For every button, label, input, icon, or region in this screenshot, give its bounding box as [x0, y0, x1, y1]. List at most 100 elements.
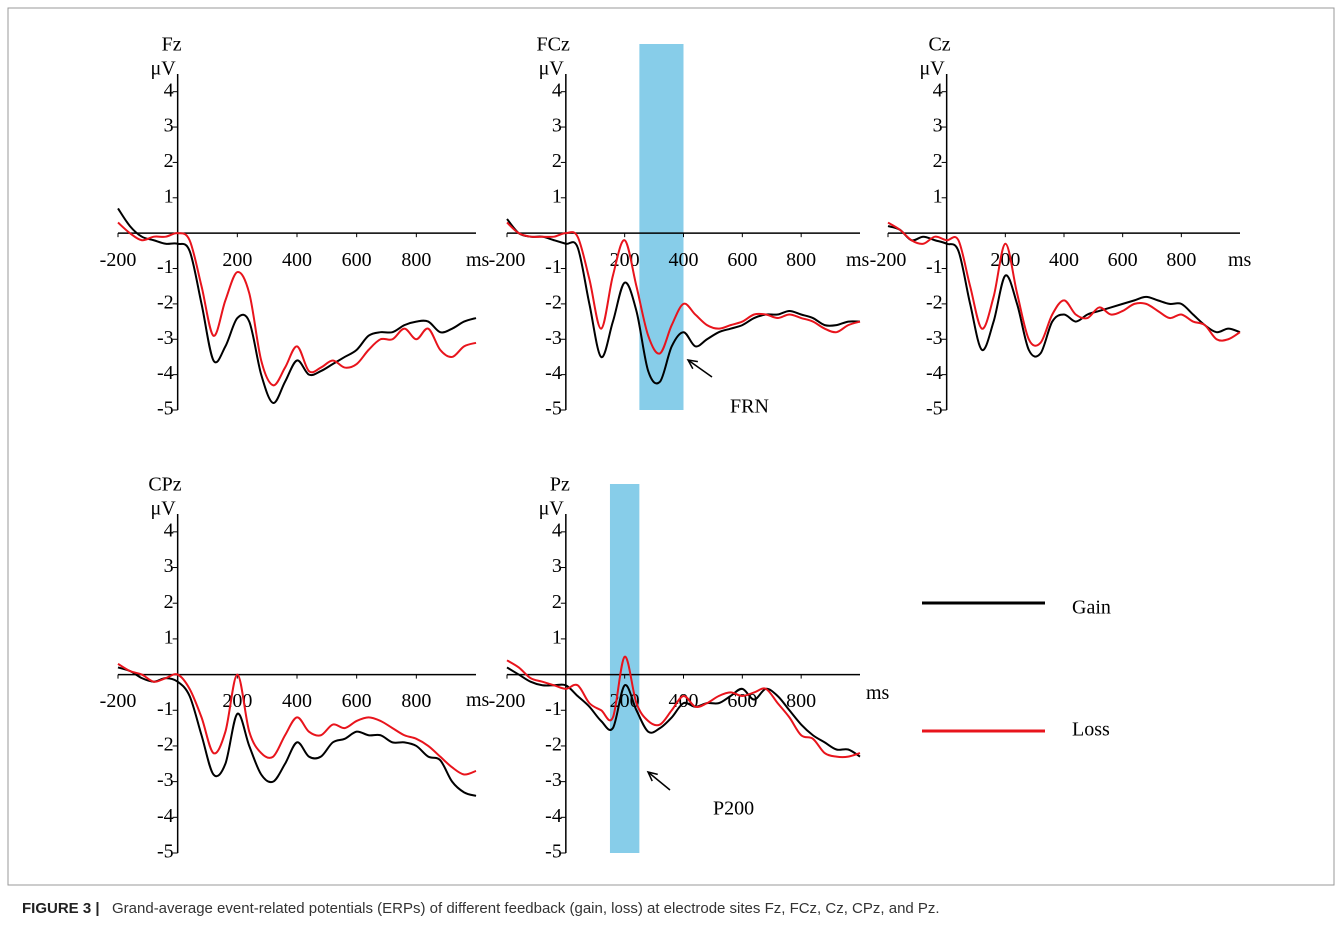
- erp-line: [117, 663, 477, 776]
- legend-label: Loss: [1072, 719, 1110, 741]
- y-tick-label: -1: [157, 698, 174, 720]
- x-tick-label: 800: [1166, 249, 1196, 271]
- annotation-arrow: [687, 359, 713, 378]
- x-tick-label: 600: [342, 690, 372, 712]
- y-tick-label: -4: [545, 805, 562, 827]
- erp-line: [887, 221, 1241, 347]
- y-tick-label: 2: [552, 150, 562, 172]
- caption-text: Grand-average event-related potentials (…: [112, 900, 940, 917]
- y-tick-label: 1: [552, 185, 562, 207]
- x-tick-label: 400: [669, 690, 699, 712]
- y-tick-label: 3: [164, 115, 174, 137]
- x-tick-label: 400: [282, 249, 312, 271]
- annotation-arrow: [647, 771, 671, 791]
- y-tick-label: 2: [933, 150, 943, 172]
- y-tick-label: -3: [157, 769, 174, 791]
- y-tick-label: -4: [157, 362, 174, 384]
- x-tick-label: 400: [1049, 249, 1079, 271]
- x-tick-label: 600: [1108, 249, 1138, 271]
- x-axis-label: ms: [466, 689, 490, 711]
- y-tick-label: 3: [552, 555, 562, 577]
- x-tick-label: 800: [786, 690, 816, 712]
- y-tick-label: -4: [926, 362, 943, 384]
- x-tick-label: 800: [401, 249, 431, 271]
- y-tick-label: -2: [157, 291, 174, 313]
- panel-title: FCz: [536, 34, 569, 56]
- y-tick-label: 2: [164, 150, 174, 172]
- y-tick-label: 1: [164, 185, 174, 207]
- erp-line: [117, 207, 477, 404]
- y-tick-label: -5: [545, 841, 562, 863]
- y-tick-label: -4: [545, 362, 562, 384]
- y-tick-label: -5: [157, 841, 174, 863]
- y-axis-label: μV: [539, 498, 565, 520]
- y-tick-label: -3: [926, 327, 943, 349]
- x-axis-label: ms: [1228, 249, 1252, 271]
- x-tick-label: -200: [489, 690, 526, 712]
- y-tick-label: -3: [545, 327, 562, 349]
- x-tick-label: 400: [282, 690, 312, 712]
- annotation: FRN: [730, 396, 769, 418]
- y-axis-label: μV: [539, 58, 565, 80]
- y-tick-label: -2: [545, 291, 562, 313]
- y-tick-label: 4: [164, 79, 174, 101]
- y-tick-label: -1: [926, 256, 943, 278]
- y-tick-label: -5: [926, 398, 943, 420]
- y-tick-label: 3: [164, 555, 174, 577]
- y-tick-label: 1: [552, 626, 562, 648]
- erp-line: [506, 655, 861, 759]
- y-tick-label: -2: [926, 291, 943, 313]
- y-tick-label: -2: [545, 734, 562, 756]
- x-tick-label: 200: [222, 249, 252, 271]
- y-axis-label: μV: [919, 58, 945, 80]
- x-tick-label: -200: [100, 690, 137, 712]
- x-tick-label: -200: [100, 249, 137, 271]
- panel-title: Cz: [928, 34, 950, 56]
- x-tick-label: 800: [401, 690, 431, 712]
- y-tick-label: 4: [164, 519, 174, 541]
- y-tick-label: 1: [933, 185, 943, 207]
- y-tick-label: 3: [552, 115, 562, 137]
- y-tick-label: 2: [164, 591, 174, 613]
- erp-line: [506, 218, 861, 385]
- x-tick-label: 200: [222, 690, 252, 712]
- erp-line: [887, 225, 1241, 358]
- highlight-band: [609, 484, 640, 853]
- frame: [7, 7, 1335, 886]
- arrow-head: [646, 770, 658, 782]
- erp-line: [117, 221, 477, 387]
- legend-label: Gain: [1072, 597, 1111, 619]
- y-tick-label: -5: [545, 398, 562, 420]
- y-tick-label: -1: [157, 256, 174, 278]
- annotation: P200: [713, 798, 754, 820]
- y-tick-label: -2: [157, 734, 174, 756]
- arrow-head: [686, 359, 698, 370]
- y-tick-label: 4: [933, 79, 943, 101]
- y-tick-label: 3: [933, 115, 943, 137]
- y-axis-label: μV: [150, 498, 176, 520]
- y-tick-label: 4: [552, 519, 562, 541]
- y-tick-label: -3: [157, 327, 174, 349]
- x-tick-label: 600: [727, 249, 757, 271]
- y-tick-label: 4: [552, 79, 562, 101]
- y-tick-label: -5: [157, 398, 174, 420]
- erp-line: [506, 221, 861, 355]
- y-tick-label: 2: [552, 591, 562, 613]
- erp-line: [506, 666, 861, 758]
- x-tick-label: 800: [786, 249, 816, 271]
- x-tick-label: -200: [489, 249, 526, 271]
- x-tick-label: 600: [342, 249, 372, 271]
- caption-label: FIGURE 3 |: [22, 900, 100, 917]
- y-tick-label: -1: [545, 698, 562, 720]
- x-tick-label: 400: [669, 249, 699, 271]
- y-tick-label: 1: [164, 626, 174, 648]
- x-axis-label: ms: [466, 249, 490, 271]
- panel-title: Fz: [162, 34, 182, 56]
- highlight-band: [639, 44, 684, 410]
- x-axis-label: ms: [846, 249, 870, 271]
- x-axis-label: ms: [866, 682, 890, 704]
- panel-title: Pz: [550, 474, 570, 496]
- x-tick-label: 200: [990, 249, 1020, 271]
- x-tick-label: -200: [870, 249, 907, 271]
